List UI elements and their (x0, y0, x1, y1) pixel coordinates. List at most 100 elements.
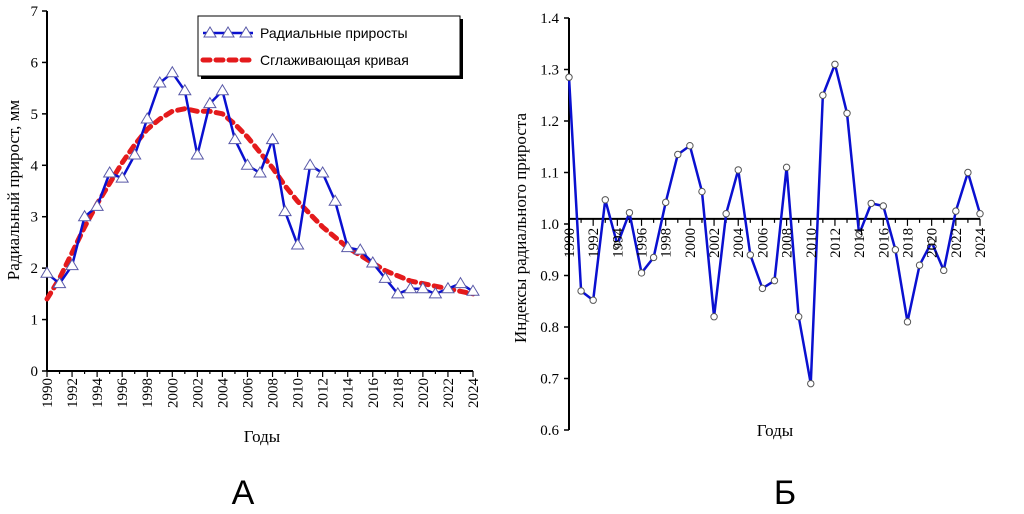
data-point (915, 261, 924, 269)
x-tick-label: 2000 (165, 378, 181, 408)
x-tick-label: 2002 (190, 378, 206, 408)
x-tick-label: 1992 (65, 378, 81, 408)
legend-marker (239, 26, 253, 38)
data-point (365, 256, 380, 268)
data-point (770, 276, 779, 285)
data-point (952, 207, 960, 215)
y-tick-label: 1.2 (540, 114, 559, 130)
data-point (746, 251, 755, 259)
data-point (662, 198, 670, 207)
y-tick-label: 3 (31, 210, 39, 226)
x-tick-label: 2008 (780, 228, 796, 258)
data-point (303, 158, 318, 170)
data-point (328, 194, 343, 206)
data-point (565, 73, 573, 81)
legend (197, 15, 461, 77)
data-point (215, 83, 230, 96)
x-tick-label: 2014 (852, 227, 868, 258)
data-point (686, 142, 694, 150)
data-point (265, 132, 280, 145)
x-tick-label: 1992 (586, 228, 602, 258)
x-tick-label: 2022 (949, 228, 965, 258)
x-tick-label: 2000 (683, 228, 699, 258)
y-axis-title: Радиальный прирост, мм (4, 100, 23, 281)
x-axis-title: Годы (757, 421, 794, 440)
smooth-curve (44, 106, 476, 302)
panel-label-b: Б (774, 474, 796, 512)
x-tick-label: 2016 (876, 227, 892, 258)
x-tick-label: 2020 (925, 228, 941, 258)
y-tick-label: 1.3 (540, 63, 559, 79)
data-point (758, 284, 767, 293)
y-tick-label: 7 (31, 4, 39, 20)
data-point (240, 158, 255, 170)
data-point (734, 166, 742, 174)
data-point (674, 150, 682, 159)
y-tick-label: 1.1 (540, 166, 559, 182)
data-point (102, 166, 117, 178)
x-tick-label: 1994 (610, 227, 626, 258)
data-point (52, 276, 67, 289)
legend-label-smooth: Сглаживающая кривая (260, 52, 409, 68)
chart-b: 0.6 0.7 0.8 0.9 1.0 1.1 1.2 1.3 1.4 1990 1992 1994 1… (511, 11, 989, 512)
x-tick-label: 2008 (266, 378, 282, 408)
data-point (649, 253, 658, 262)
data-point (177, 83, 192, 96)
data-point (77, 209, 92, 222)
x-tick-label: 1996 (115, 378, 131, 409)
data-point (165, 65, 180, 78)
data-point (140, 112, 155, 124)
x-tick-label: 2002 (707, 228, 723, 258)
data-point (428, 286, 443, 299)
data-point (698, 187, 706, 196)
data-point (613, 240, 622, 249)
data-point (903, 318, 912, 326)
data-point (290, 238, 305, 250)
data-point (589, 296, 597, 304)
x-tick-label: 2018 (391, 378, 407, 408)
index-line (567, 63, 982, 385)
data-point (940, 266, 948, 275)
x-tick-label: 2018 (900, 228, 916, 258)
data-point (65, 258, 79, 271)
x-tick-label: 1990 (40, 378, 56, 408)
x-tick-label: 2004 (215, 378, 231, 409)
data-point (794, 313, 803, 321)
y-tick-label: 0.8 (540, 320, 559, 336)
x-tick-label: 2006 (755, 227, 771, 258)
data-point (190, 148, 205, 160)
data-point (278, 204, 292, 217)
data-point (127, 148, 142, 160)
legend-label-radial: Радиальные приросты (260, 25, 408, 41)
legend-marker (221, 26, 235, 38)
data-point (577, 287, 585, 295)
data-point (390, 286, 405, 299)
data-point (710, 313, 718, 321)
data-point (722, 210, 730, 218)
data-point (855, 230, 863, 239)
x-tick-label: 2004 (731, 227, 747, 258)
data-point (253, 166, 267, 178)
data-point (625, 208, 634, 217)
data-point (315, 166, 330, 178)
data-point (927, 238, 936, 246)
x-tick-label: 2016 (366, 378, 382, 409)
panel-label-a: А (232, 474, 255, 512)
y-tick-label: 0.9 (540, 269, 559, 285)
data-point (202, 96, 217, 109)
data-point (819, 91, 827, 99)
data-point (340, 240, 355, 253)
x-tick-label: 2012 (316, 378, 332, 408)
x-tick-label: 1990 (562, 228, 578, 258)
chart-a: 0 1 2 3 4 5 6 7 1990 1992 1994 1996 1998 2000 2002 2004… (4, 4, 482, 512)
data-point (441, 281, 455, 294)
y-tick-label: 1 (31, 313, 39, 329)
data-point (891, 246, 900, 254)
x-tick-label: 2012 (828, 228, 844, 258)
data-point (782, 163, 791, 172)
y-tick-label: 0.6 (540, 423, 559, 439)
x-tick-label: 1998 (659, 228, 675, 258)
x-tick-label: 1996 (635, 227, 651, 258)
data-point (353, 243, 368, 255)
x-tick-label: 2010 (291, 378, 307, 408)
